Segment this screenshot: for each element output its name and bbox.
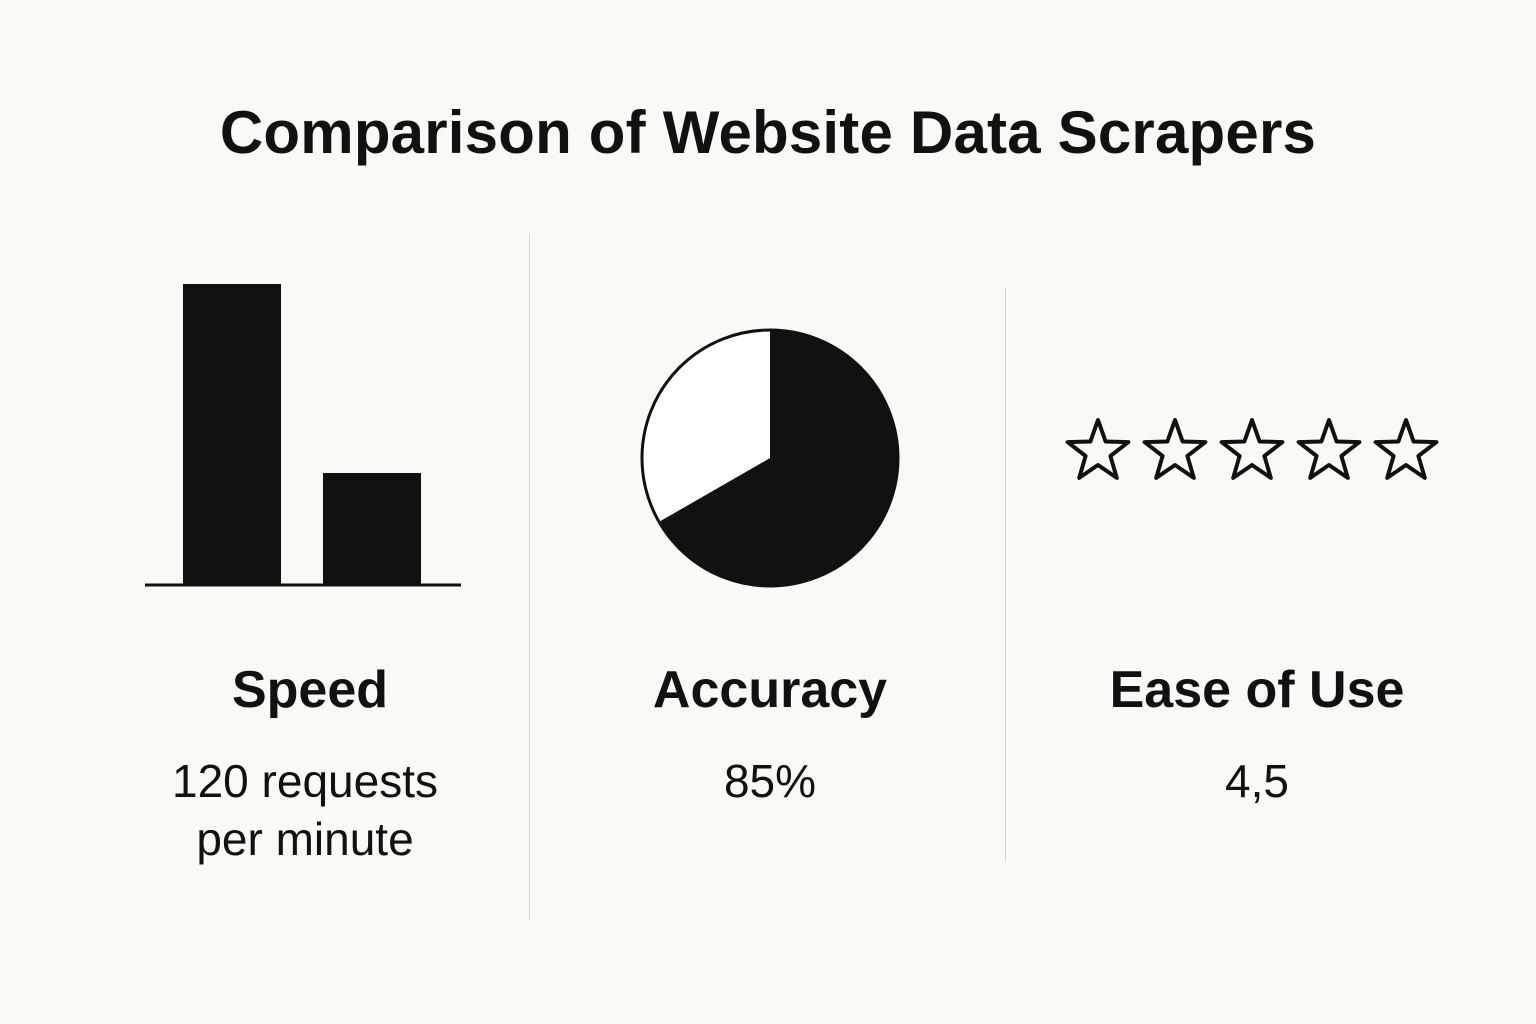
star-icon-3 [1219,418,1285,480]
ease-value: 4,5 [1225,755,1289,807]
star-icon-1 [1065,418,1131,480]
star-icon-4 [1296,418,1362,480]
speed-value-line-2: per minute [196,813,414,865]
column-divider-left [529,234,530,920]
speed-value: 120 requests per minute [110,752,500,868]
accuracy-pie-slice-1 [659,330,898,586]
ease-label: Ease of Use [1109,661,1405,719]
accuracy-pie-slice-2 [642,330,770,522]
speed-label: Speed [231,661,389,719]
chart-title: Comparison of Website Data Scrapers [219,99,1317,166]
speed-bar-chart [145,284,461,587]
ease-rating-stars [1065,418,1439,480]
star-icon-2 [1142,418,1208,480]
accuracy-pie-chart [640,328,900,588]
column-divider-right [1005,288,1006,862]
speed-value-line-1: 120 requests [172,755,438,807]
speed-bar-2 [323,473,421,584]
accuracy-pie-outline [640,328,900,588]
accuracy-value: 85% [723,755,817,807]
speed-bar-1 [183,284,281,584]
star-icon-5 [1373,418,1439,480]
accuracy-label: Accuracy [652,661,888,719]
